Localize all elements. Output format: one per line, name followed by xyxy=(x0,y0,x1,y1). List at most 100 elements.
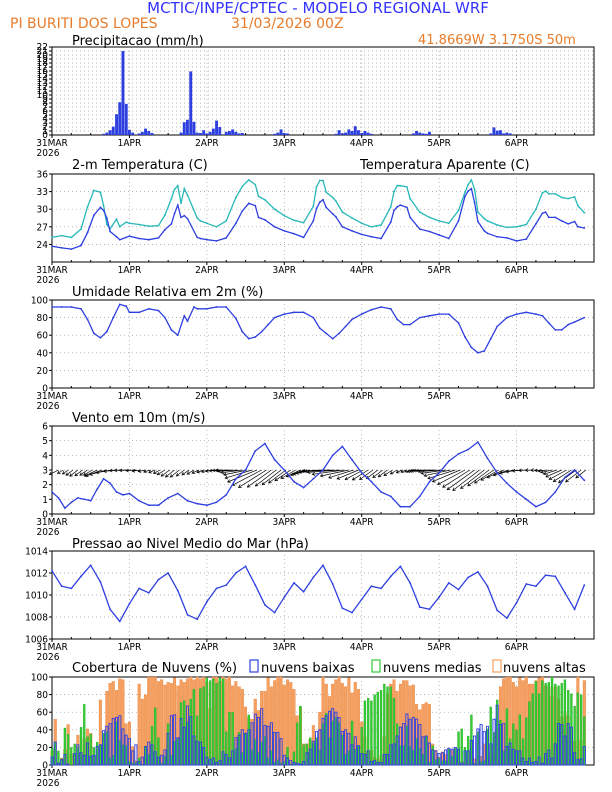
cloud-mid-bar xyxy=(576,692,579,766)
wind-vector xyxy=(227,469,258,483)
run-time-label: 31/03/2026 00Z xyxy=(231,16,344,32)
wind-speed-line-point xyxy=(554,491,557,493)
precip-ytick-label: 15 xyxy=(37,70,48,81)
pressure-line-point xyxy=(293,582,295,584)
cloud-low-bar xyxy=(73,753,77,766)
humidity-line-point xyxy=(225,306,228,308)
pressure-line-point xyxy=(380,587,382,590)
precip-ytick-label: 16 xyxy=(37,66,49,77)
temp-line-point xyxy=(157,237,160,239)
wind-arrowhead xyxy=(48,471,53,476)
pressure-line-point xyxy=(89,564,92,567)
cloud-mid-bar xyxy=(70,747,73,766)
temp-line-point xyxy=(577,225,579,228)
humidity-line-point xyxy=(186,320,189,322)
cloud-low-bar xyxy=(353,736,357,766)
precip-year-label: 2026 xyxy=(37,148,60,159)
humidity-line-point xyxy=(51,306,53,308)
temp-line-point xyxy=(80,244,82,247)
apparent-temp-line-point xyxy=(464,191,466,194)
wind-ytick-label: 3 xyxy=(42,466,48,477)
cloud-high-bar xyxy=(160,679,164,766)
precip-bar xyxy=(234,131,238,135)
cloud-low-bar xyxy=(453,746,457,766)
cloud-low-bar xyxy=(266,725,270,766)
humidity-xtick-label: 1APR xyxy=(118,391,142,402)
precip-xtick-label: 1APR xyxy=(118,138,142,149)
precip-xtick-label: 5APR xyxy=(427,138,451,149)
cloud-low-bar xyxy=(66,763,70,766)
temp-line-point xyxy=(273,225,276,228)
cloud-low-bar xyxy=(285,757,290,766)
wind-speed-line-point xyxy=(235,477,237,480)
precip-bar xyxy=(192,121,196,135)
legend-mid-label: nuvens medias xyxy=(383,661,482,676)
precip-bar xyxy=(489,133,493,135)
cloud-low-bar xyxy=(460,762,464,766)
temp-line-point xyxy=(341,225,344,228)
wind-arrowhead xyxy=(268,480,272,484)
cloud-low-bar xyxy=(298,763,302,766)
apparent-temp-line-point xyxy=(128,222,131,225)
cloud-low-bar xyxy=(256,717,261,766)
cloud-low-bar xyxy=(166,732,170,766)
apparent-temp-line-point xyxy=(560,196,563,199)
wind-vector xyxy=(558,469,577,484)
wind-arrowhead xyxy=(431,479,436,483)
temperature-xtick-label: 31MAR xyxy=(36,265,68,276)
apparent-temp-line-point xyxy=(273,208,276,211)
wind-arrowhead xyxy=(400,469,404,474)
wind-speed-line-point xyxy=(535,505,537,508)
wind-arrowhead xyxy=(524,468,529,473)
precip-bar xyxy=(199,133,202,135)
wind-arrowhead xyxy=(372,474,376,479)
wind-vector xyxy=(65,469,74,476)
cloud-low-bar xyxy=(402,723,406,766)
precip-ytick-label: 4 xyxy=(42,114,48,125)
apparent-temp-line-point xyxy=(105,223,108,226)
humidity-line-point xyxy=(447,313,450,315)
wind-year-label: 2026 xyxy=(37,527,60,538)
pressure-line-point xyxy=(544,574,547,577)
wind-speed-line-point xyxy=(506,482,508,485)
wind-arrowhead xyxy=(492,472,497,477)
wind-arrowhead xyxy=(383,472,388,476)
wind-arrowhead xyxy=(565,478,569,483)
cloud-low-bar xyxy=(150,744,154,766)
humidity-line-point xyxy=(196,307,199,310)
wind-vector xyxy=(437,469,466,485)
cloud-low-bar xyxy=(492,718,496,766)
wind-arrowhead xyxy=(95,470,100,475)
precip-bar xyxy=(428,131,431,135)
cloud-low-bar xyxy=(331,708,335,766)
temp-line-point xyxy=(399,204,402,207)
cloud-low-bar xyxy=(85,742,90,766)
wind-arrowhead xyxy=(395,470,400,474)
wind-arrowhead xyxy=(186,471,191,475)
precip-xtick-label: 2APR xyxy=(195,138,219,149)
wind-xtick-label: 1APR xyxy=(118,517,142,528)
wind-arrowhead xyxy=(175,473,180,477)
wind-vector xyxy=(79,469,88,476)
temp-line-point xyxy=(147,238,150,241)
cloud-mid-bar xyxy=(541,680,544,766)
temp-line-point xyxy=(486,232,489,235)
cloud-low-bar xyxy=(250,722,254,766)
humidity-year-label: 2026 xyxy=(37,401,60,412)
cloud-mid-bar xyxy=(215,683,218,766)
apparent-temp-line-point xyxy=(409,197,411,200)
wind-vector xyxy=(143,469,151,473)
cloud-mid-bar xyxy=(228,712,231,766)
precip-title: Precipitacao (mm/h) xyxy=(72,34,204,49)
wind-speed-line-point xyxy=(331,454,334,457)
precip-bar xyxy=(424,133,428,135)
wind-arrowhead xyxy=(295,471,299,475)
apparent-temp-line-point xyxy=(438,220,440,222)
cloud-low-bar xyxy=(185,705,190,766)
precip-bar xyxy=(224,131,228,135)
apparent-temp-line-point xyxy=(235,196,237,199)
temp-line-point xyxy=(583,227,586,229)
wind-arrowhead xyxy=(205,469,209,473)
apparent-temp-line-point xyxy=(583,211,586,214)
pressure-line-point xyxy=(564,591,566,594)
